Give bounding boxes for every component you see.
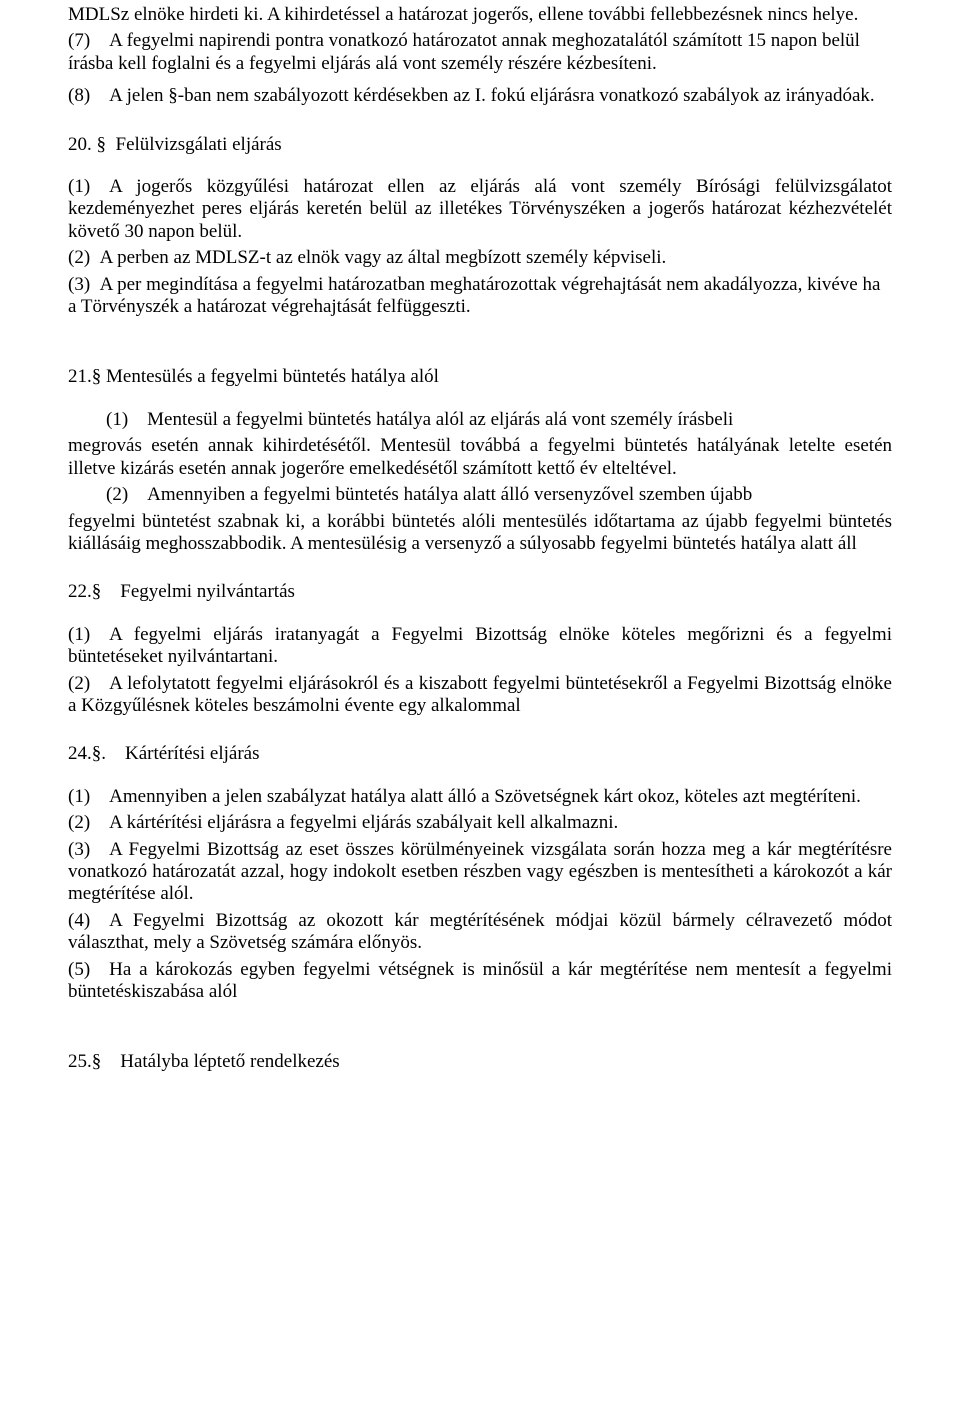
section-24-p2: (2) A kártérítési eljárásra a fegyelmi e… [68,812,892,834]
section-21-p1-line1-text: (1) Mentesül a fegyelmi büntetés hatálya… [106,409,733,430]
section-24-p4: (4) A Fegyelmi Bizottság az okozott kár … [68,910,892,955]
section-22-title: 22.§ Fegyelmi nyilvántartás [68,581,892,603]
section-20-p2: (2) A perben az MDLSZ-t az elnök vagy az… [68,247,892,269]
section-21-title: 21.§ Mentesülés a fegyelmi büntetés hatá… [68,366,892,388]
section-21-p2-rest: fegyelmi büntetést szabnak ki, a korábbi… [68,511,892,556]
section-24-p5: (5) Ha a károkozás egyben fegyelmi vétsé… [68,959,892,1004]
paragraph-7: (7) A fegyelmi napirendi pontra vonatkoz… [68,30,892,75]
section-22-p2: (2) A lefolytatott fegyelmi eljárásokról… [68,673,892,718]
section-21-p2-line1: (2) Amennyiben a fegyelmi büntetés hatál… [68,484,892,506]
paragraph-intro: MDLSz elnöke hirdeti ki. A kihirdetéssel… [68,4,892,26]
section-24-p3: (3) A Fegyelmi Bizottság az eset összes … [68,839,892,906]
section-20-title: 20. § Felülvizsgálati eljárás [68,134,892,156]
section-21-p2-line1-text: (2) Amennyiben a fegyelmi büntetés hatál… [106,484,752,505]
section-24-p1: (1) Amennyiben a jelen szabályzat hatály… [68,786,892,808]
section-24-title: 24.§. Kártérítési eljárás [68,743,892,765]
section-21-p1-line1: (1) Mentesül a fegyelmi büntetés hatálya… [68,409,892,431]
section-25-title: 25.§ Hatályba léptető rendelkezés [68,1051,892,1073]
section-21-p1-rest: megrovás esetén annak kihirdetésétől. Me… [68,435,892,480]
section-20-p1: (1) A jogerős közgyűlési határozat ellen… [68,176,892,243]
section-22-p1: (1) A fegyelmi eljárás iratanyagát a Feg… [68,624,892,669]
section-20-p3: (3) A per megindítása a fegyelmi határoz… [68,274,892,319]
paragraph-8: (8) A jelen §-ban nem szabályozott kérdé… [68,85,892,107]
